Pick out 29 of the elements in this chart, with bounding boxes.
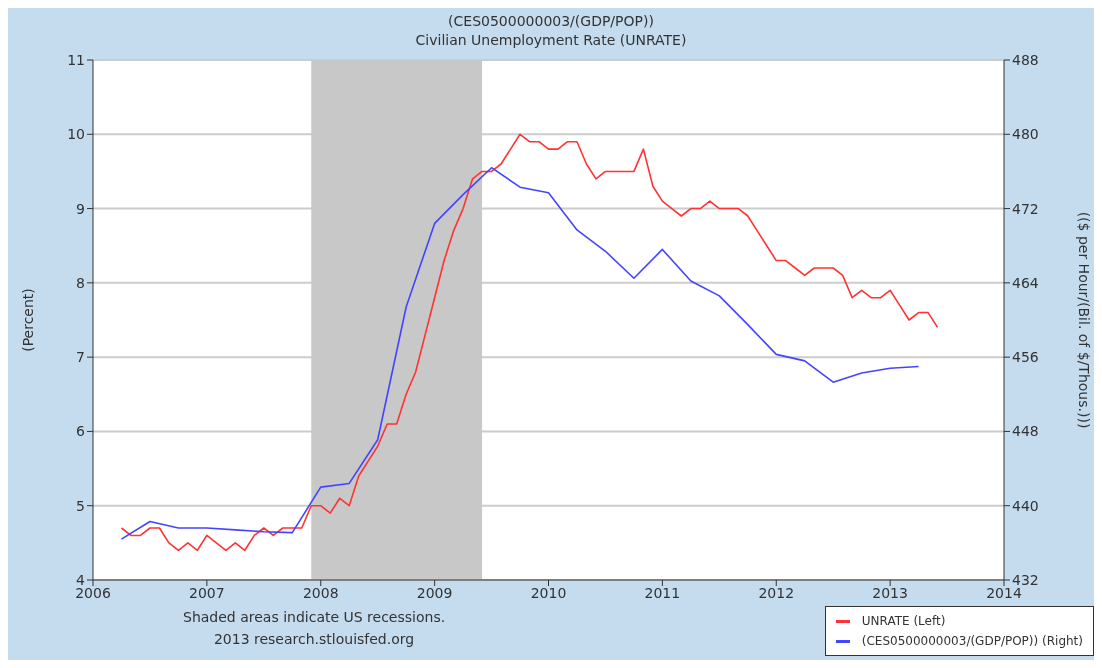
x-tick-label: 2008 [302, 584, 339, 601]
text: 2013 research.stlouisfed.org [212, 630, 416, 649]
y2-tick-label: 480 [1012, 126, 1039, 143]
x-tick-label: 2012 [758, 584, 795, 601]
chart-title: (CES0500000003/(GDP/POP)) [447, 12, 655, 31]
y-tick-label: 7 [76, 349, 85, 366]
y2-tick-label: 472 [1012, 200, 1039, 217]
y2-tick-label: 456 [1012, 349, 1039, 366]
y2-axis-title: (($ per Hour/(Bil. of $/Thous.))) [1076, 211, 1093, 429]
x-tick-label: 2010 [530, 584, 567, 601]
y-tick-label: 9 [76, 200, 85, 217]
y-tick-label: 6 [76, 423, 86, 440]
x-tick-label: 2009 [416, 584, 453, 601]
y-tick-label: 11 [67, 51, 85, 68]
text: Shaded areas indicate US recessions. [183, 608, 446, 627]
legend-label: (CES0500000003/(GDP/POP)) (Right) [861, 633, 1083, 650]
x-tick-label: 2013 [872, 584, 908, 601]
x-tick-label: 2011 [644, 584, 681, 601]
y2-tick-label: 488 [1012, 51, 1039, 68]
legend-label: UNRATE (Left) [861, 613, 946, 630]
chart-subtitle: Civilian Unemployment Rate (UNRATE) [414, 31, 688, 50]
y-tick-label: 10 [67, 126, 85, 143]
y2-tick-label: 440 [1012, 497, 1039, 514]
y-tick-label: 5 [76, 497, 85, 514]
y-axis-title: (Percent) [19, 288, 36, 352]
y2-tick-label: 464 [1012, 274, 1039, 291]
y2-tick-label: 448 [1012, 423, 1039, 440]
y-tick-label: 8 [76, 274, 85, 291]
x-tick-label: 2007 [189, 584, 225, 601]
